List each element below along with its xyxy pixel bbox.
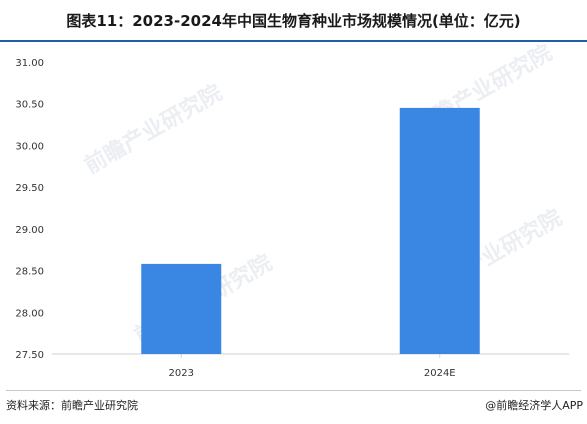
y-tick-label: 30.00 — [15, 141, 44, 152]
y-tick-label: 29.00 — [15, 225, 44, 236]
y-tick-label: 27.50 — [15, 350, 44, 361]
bar-2023 — [141, 263, 222, 354]
y-tick-label: 30.50 — [15, 100, 44, 111]
chart-header: 图表11：2023-2024年中国生物育种业市场规模情况(单位：亿元) — [0, 0, 587, 40]
y-tick-label: 31.00 — [15, 58, 44, 69]
x-tick-label: 2024E — [424, 368, 456, 379]
watermark-text: 前瞻产业研究院 — [80, 80, 226, 180]
source-note: 资料来源：前瞻产业研究院 — [6, 399, 138, 412]
bars-layer — [141, 107, 480, 354]
axes-layer: 31.00 30.50 30.00 29.50 29.00 28.50 28.00 27.50… — [15, 58, 569, 379]
chart-footer: 资料来源：前瞻产业研究院 @前瞻经济学人APP — [0, 390, 587, 424]
y-tick-label: 28.00 — [15, 308, 44, 319]
chart-title: 图表11：2023-2024年中国生物育种业市场规模情况(单位：亿元) — [66, 11, 521, 30]
x-tick-label: 2023 — [169, 368, 194, 379]
bar-2024E — [399, 107, 480, 354]
footer-divider — [6, 390, 581, 391]
title-divider — [0, 40, 587, 42]
credit-note: @前瞻经济学人APP — [485, 399, 583, 412]
y-tick-label: 28.50 — [15, 267, 44, 278]
y-tick-label: 29.50 — [15, 183, 44, 194]
bar-chart: 前瞻产业研究院 前瞻产业研究院 前瞻产业研究院 前瞻产业研究院 31.0030.… — [15, 44, 569, 379]
